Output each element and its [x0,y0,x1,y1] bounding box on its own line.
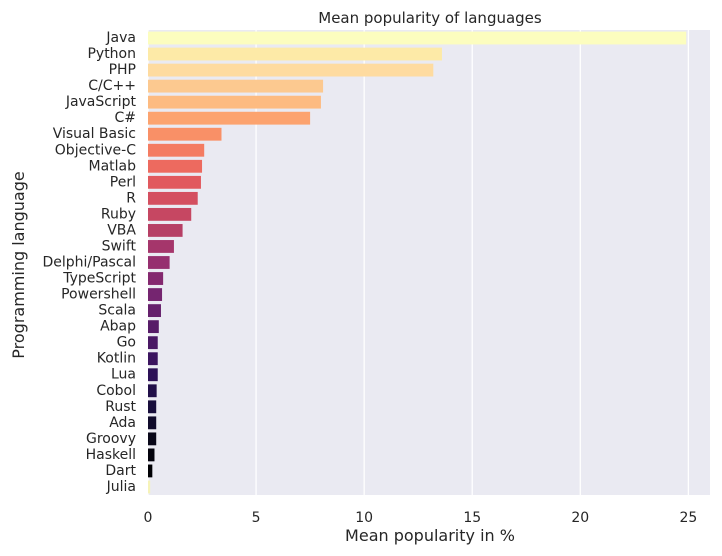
bar-0 [148,31,687,45]
bar-1 [148,47,442,61]
y-tick-label-0: Java [105,30,136,46]
y-tick-label-26: Haskell [86,447,136,463]
y-tick-label-28: Julia [106,479,136,495]
y-tick-label-10: R [126,190,136,206]
y-tick-label-7: Objective-C [55,142,136,158]
bar-8 [148,159,203,173]
y-tick-label-5: C# [114,110,136,126]
y-tick-label-12: VBA [107,222,136,238]
x-tick-label-3: 15 [463,510,481,526]
bar-6 [148,127,222,141]
y-tick-label-18: Abap [100,319,136,335]
bar-22 [148,384,157,398]
bars-layer [148,31,687,494]
y-tick-label-17: Scala [98,303,136,319]
x-axis-label: Mean popularity in % [345,526,515,545]
x-tick-label-1: 5 [252,510,261,526]
bar-10 [148,191,198,205]
bar-26 [148,448,155,462]
bar-12 [148,224,183,237]
bar-21 [148,368,158,382]
bar-7 [148,143,205,157]
x-tick-label-0: 0 [144,510,153,526]
bar-27 [148,464,153,478]
y-tick-label-16: Powershell [61,287,136,303]
y-tick-label-23: Rust [105,399,136,415]
y-tick-label-4: JavaScript [65,94,137,110]
y-tick-label-20: Kotlin [97,351,136,367]
chart-title: Mean popularity of languages [318,9,542,27]
bar-24 [148,416,157,430]
y-tick-label-8: Matlab [88,158,136,174]
bar-25 [148,432,157,446]
bar-17 [148,304,161,318]
y-tick-label-9: Perl [110,174,136,190]
bar-19 [148,336,158,350]
x-tick-labels: 0 5 10 15 20 25 [144,510,698,526]
bar-2 [148,63,434,77]
y-axis-label: Programming language [9,171,28,358]
y-tick-label-11: Ruby [101,206,136,222]
bar-13 [148,240,174,253]
y-tick-label-27: Dart [105,463,136,479]
y-tick-label-15: TypeScript [62,271,136,287]
y-tick-label-25: Groovy [86,431,136,447]
x-tick-label-2: 10 [355,510,373,526]
bar-18 [148,320,159,334]
y-tick-label-6: Visual Basic [53,126,136,142]
bar-15 [148,272,164,285]
bar-28 [148,480,151,494]
y-tick-label-19: Go [117,335,136,351]
y-tick-label-22: Cobol [96,383,136,399]
bar-11 [148,207,192,221]
bar-20 [148,352,158,366]
bar-5 [148,111,311,125]
bar-4 [148,95,321,109]
y-tick-label-2: PHP [109,62,136,78]
y-tick-label-21: Lua [111,367,136,383]
y-tick-label-3: C/C++ [88,78,136,94]
bar-14 [148,256,170,269]
y-tick-label-14: Delphi/Pascal [42,255,136,271]
y-tick-label-24: Ada [109,415,136,431]
bar-3 [148,79,324,93]
y-tick-label-13: Swift [102,238,137,254]
x-tick-label-5: 25 [679,510,697,526]
bar-9 [148,175,201,189]
bar-16 [148,288,163,301]
y-tick-label-1: Python [87,46,136,62]
x-tick-label-4: 20 [571,510,589,526]
bar-23 [148,400,157,414]
